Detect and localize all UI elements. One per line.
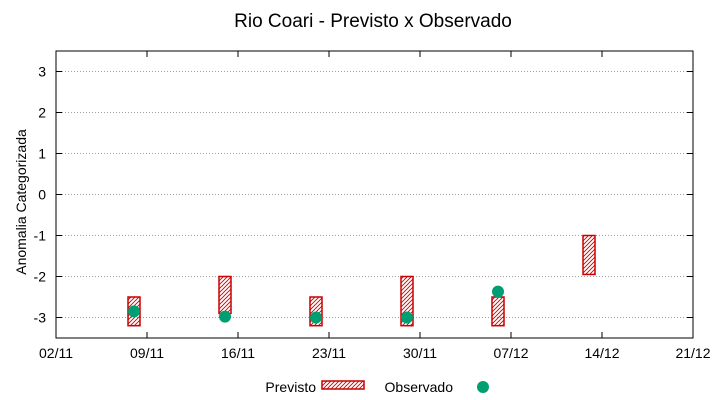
x-tick-label: 07/12	[493, 345, 528, 361]
observado-series	[128, 285, 504, 324]
observado-point	[401, 311, 413, 324]
previsto-range-box	[491, 296, 505, 327]
x-tick-label: 21/12	[675, 345, 710, 361]
observado-point	[219, 310, 231, 323]
chart-title: Rio Coari - Previsto x Observado	[234, 11, 512, 32]
x-tick-labels: 02/11 09/11 16/11 23/11 30/11 07/12 14/12 21/12	[39, 345, 711, 361]
y-tick-label: -2	[34, 269, 47, 285]
observado-point	[310, 311, 322, 324]
x-tick-label: 02/11	[39, 345, 73, 361]
y-tick-label: -1	[34, 228, 47, 244]
legend: Previsto Observado	[265, 379, 489, 395]
previsto-range-box	[218, 275, 232, 315]
x-tick-label: 14/12	[584, 345, 619, 361]
y-tick-label: 2	[38, 105, 46, 121]
x-tick-label: 16/11	[221, 345, 255, 361]
legend-swatch-previsto	[321, 380, 365, 390]
previsto-range-box	[582, 234, 596, 276]
previsto-series	[127, 234, 596, 327]
y-tick-labels: 3 2 1 0 -1 -2 -3	[34, 64, 47, 326]
legend-label-observado: Observado	[385, 379, 454, 395]
plot-frame	[55, 50, 694, 339]
observado-point	[128, 305, 140, 318]
legend-label-previsto: Previsto	[265, 379, 316, 395]
y-tick-label: 3	[38, 64, 46, 80]
x-tick-label: 23/11	[312, 345, 346, 361]
observado-point	[492, 285, 504, 298]
x-tick-label: 09/11	[130, 345, 164, 361]
x-tick-label: 30/11	[403, 345, 437, 361]
legend-swatch-observado	[477, 381, 489, 393]
y-tick-label: -3	[34, 310, 47, 326]
y-tick-label: 1	[38, 146, 46, 162]
y-tick-label: 0	[38, 187, 46, 203]
grid-lines	[56, 71, 693, 318]
y-axis-label: Anomalia Categorizada	[13, 129, 29, 275]
